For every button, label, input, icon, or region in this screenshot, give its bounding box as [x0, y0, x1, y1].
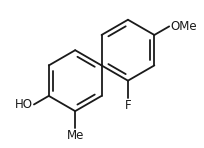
Text: OMe: OMe [170, 20, 197, 33]
Text: F: F [125, 99, 131, 112]
Text: HO: HO [15, 98, 33, 111]
Text: Me: Me [67, 129, 84, 142]
